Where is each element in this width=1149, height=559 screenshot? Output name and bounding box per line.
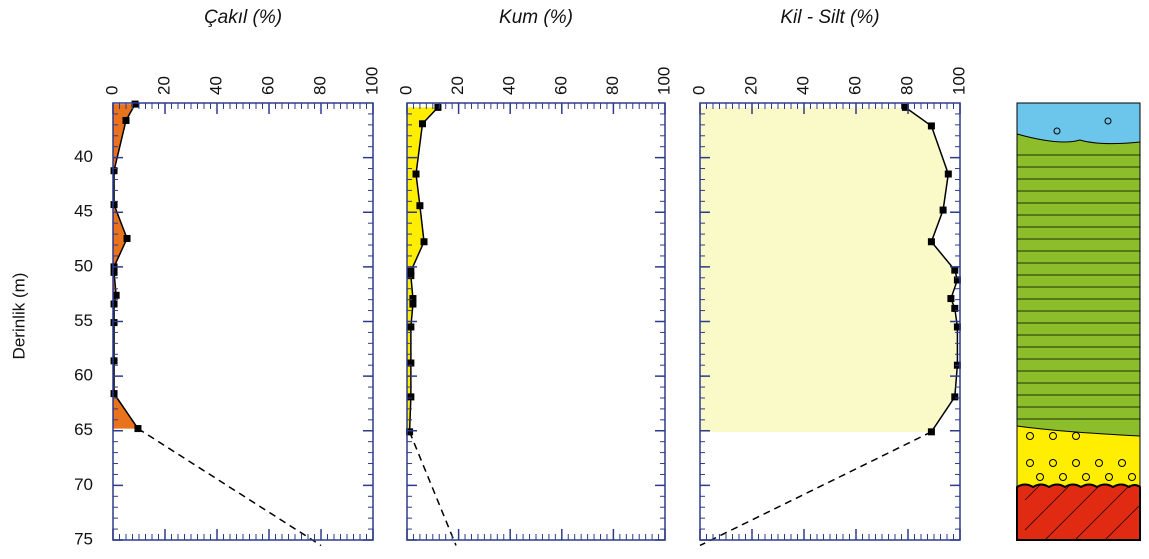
marker — [110, 300, 118, 308]
x-tick-label: 60 — [551, 76, 570, 95]
x-tick-label: 40 — [793, 76, 812, 95]
marker — [416, 202, 424, 210]
marker — [407, 323, 415, 331]
area — [700, 107, 958, 432]
x-tick-label: 40 — [206, 76, 225, 95]
lithology-red — [1016, 483, 1141, 541]
x-tick-label: 60 — [845, 76, 864, 95]
x-tick-label: 80 — [310, 76, 329, 95]
marker — [406, 428, 414, 436]
x-tick-label: 20 — [154, 76, 173, 95]
y-tick-label: 55 — [74, 311, 93, 330]
extension-line — [137, 427, 322, 547]
marker — [407, 267, 415, 275]
marker — [409, 295, 417, 303]
lithology-circles — [1026, 117, 1136, 481]
marker — [927, 428, 935, 436]
marker — [412, 170, 420, 178]
y-tick-label: 40 — [74, 147, 93, 166]
y-tick-label: 70 — [74, 475, 93, 494]
marker — [939, 206, 947, 214]
marker — [110, 357, 118, 365]
marker — [434, 103, 442, 111]
marker — [407, 359, 415, 367]
panel-title: Çakıl (%) — [204, 7, 282, 28]
x-tick-label: 40 — [500, 76, 519, 95]
marker — [951, 304, 959, 312]
x-tick-label: 0 — [689, 86, 708, 95]
frame — [112, 102, 374, 541]
x-tick-label: 100 — [949, 67, 968, 95]
lithology-pattern — [1017, 154, 1141, 541]
extension-line — [408, 431, 457, 546]
lithology-column — [1016, 102, 1141, 541]
marker — [409, 300, 417, 308]
x-tick-label: 60 — [258, 76, 277, 95]
marker — [944, 170, 952, 178]
marker — [131, 100, 139, 108]
y-tick-label: 65 — [74, 420, 93, 439]
y-tick-label: 45 — [74, 202, 93, 221]
marker — [110, 201, 118, 209]
x-tick-label: 20 — [741, 76, 760, 95]
panel-title: Kil - Silt (%) — [780, 7, 879, 28]
x-tick-label: 20 — [448, 76, 467, 95]
marker — [110, 390, 118, 398]
marker — [110, 319, 118, 327]
marker — [407, 393, 415, 401]
x-tick-label: 100 — [654, 67, 673, 95]
x-tick-label: 80 — [603, 76, 622, 95]
x-tick-label: 0 — [396, 86, 415, 95]
marker — [407, 272, 415, 280]
marker — [110, 268, 118, 276]
x-tick-label: 0 — [102, 86, 121, 95]
extension-line — [699, 431, 932, 547]
marker — [112, 291, 120, 299]
marker — [927, 238, 935, 246]
lithology-yellow — [1016, 425, 1141, 488]
marker — [420, 238, 428, 246]
y-axis-label: Derinlik (m) — [9, 273, 28, 360]
x-tick-label: 80 — [897, 76, 916, 95]
y-tick-label: 75 — [74, 529, 93, 548]
marker — [947, 295, 955, 303]
x-tick-label: 100 — [362, 67, 381, 95]
lithology-blue — [1016, 102, 1141, 145]
area — [407, 107, 438, 432]
marker — [110, 167, 118, 175]
marker — [122, 116, 130, 124]
panel-title: Kum (%) — [499, 7, 573, 28]
frame — [406, 102, 666, 541]
marker — [953, 276, 961, 284]
y-tick-label: 50 — [74, 256, 93, 275]
y-tick-label: 60 — [74, 366, 93, 385]
marker — [951, 266, 959, 274]
marker — [418, 120, 426, 128]
marker — [134, 425, 142, 433]
marker — [953, 323, 961, 331]
marker — [927, 122, 935, 130]
marker — [123, 234, 131, 242]
marker — [901, 103, 909, 111]
marker — [951, 393, 959, 401]
